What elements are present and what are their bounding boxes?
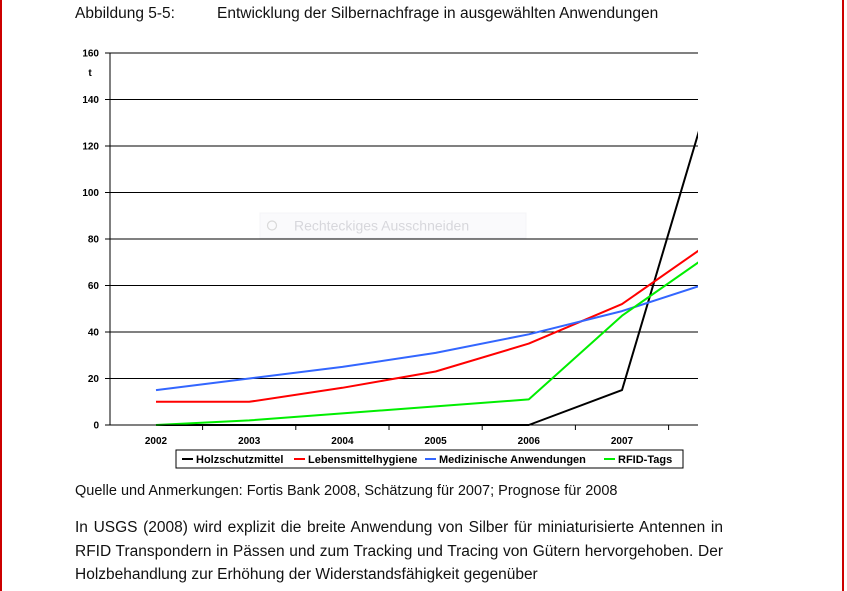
y-tick-label: 20 xyxy=(88,374,100,385)
series-line-3 xyxy=(155,261,698,426)
y-tick-label: 120 xyxy=(82,142,99,153)
figure-title: Entwicklung der Silbernachfrage in ausge… xyxy=(217,5,659,22)
y-tick-label: 160 xyxy=(82,49,99,60)
x-tick-label: 2004 xyxy=(331,436,354,447)
legend-label: Holzschutzmittel xyxy=(196,454,283,466)
x-tick-label: 2002 xyxy=(145,436,168,447)
y-tick-label: 60 xyxy=(88,281,100,292)
x-axis-ticks: 2002 2003 2004 2005 2006 2007 xyxy=(145,425,670,447)
y-axis-ticks: 0 20 40 60 80 100 120 140 160 xyxy=(82,49,110,432)
x-tick-label: 2007 xyxy=(611,436,634,447)
y-tick-label: 80 xyxy=(88,235,100,246)
source-note: Quelle und Anmerkungen: Fortis Bank 2008… xyxy=(75,483,618,499)
series-line-0 xyxy=(156,130,698,426)
series-lines xyxy=(155,130,698,426)
watermark-text: Rechteckiges Ausschneiden xyxy=(294,218,469,234)
grid-lines xyxy=(110,52,698,379)
y-tick-label: 40 xyxy=(88,328,100,339)
y-axis-unit: t xyxy=(88,68,92,79)
series-line-1 xyxy=(156,249,698,403)
y-tick-label: 140 xyxy=(82,95,99,106)
x-tick-label: 2005 xyxy=(424,436,447,447)
watermark: Rechteckiges Ausschneiden xyxy=(259,212,527,239)
scissors-icon xyxy=(266,220,278,231)
y-tick-label: 0 xyxy=(93,421,99,432)
legend-label: Medizinische Anwendungen xyxy=(439,454,586,466)
legend-label: RFID-Tags xyxy=(618,454,672,466)
series-line-2 xyxy=(155,285,698,392)
page-border-left xyxy=(0,0,2,591)
x-tick-label: 2003 xyxy=(238,436,261,447)
figure-label: Abbildung 5-5: xyxy=(75,5,175,22)
y-tick-label: 100 xyxy=(82,188,99,199)
legend-label: Lebensmittelhygiene xyxy=(308,454,417,466)
legend: Holzschutzmittel Lebensmittelhygiene Mediz… xyxy=(175,449,684,469)
body-paragraph: In USGS (2008) wird explizit die breite … xyxy=(75,519,723,583)
figure-caption: Abbildung 5-5: Entwicklung der Silbernach… xyxy=(75,5,658,23)
page-border-right xyxy=(842,0,844,591)
x-tick-label: 2006 xyxy=(518,436,541,447)
